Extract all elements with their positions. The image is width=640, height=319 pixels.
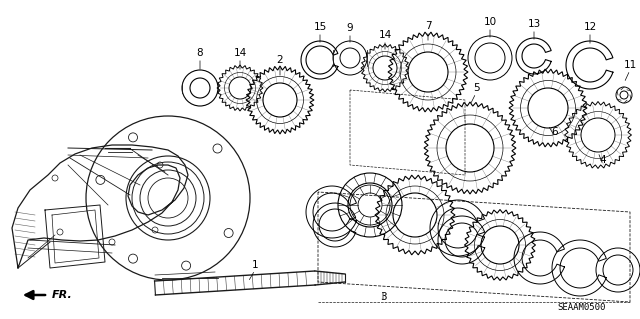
Text: 3: 3 (380, 292, 387, 302)
Text: 5: 5 (473, 83, 479, 93)
Text: 4: 4 (600, 155, 606, 165)
Text: SEAAM0500: SEAAM0500 (558, 303, 606, 312)
Text: FR.: FR. (52, 290, 73, 300)
Text: 12: 12 (584, 22, 596, 32)
Text: 10: 10 (483, 17, 497, 27)
Text: 8: 8 (196, 48, 204, 58)
Text: 15: 15 (314, 22, 326, 32)
Text: 7: 7 (425, 21, 431, 31)
Text: 9: 9 (347, 23, 353, 33)
Text: 14: 14 (378, 30, 392, 40)
Text: 2: 2 (276, 55, 284, 65)
Text: 13: 13 (527, 19, 541, 29)
Text: 1: 1 (252, 260, 259, 270)
Text: 6: 6 (552, 127, 558, 137)
Text: 14: 14 (234, 48, 246, 58)
Text: 11: 11 (623, 60, 637, 70)
